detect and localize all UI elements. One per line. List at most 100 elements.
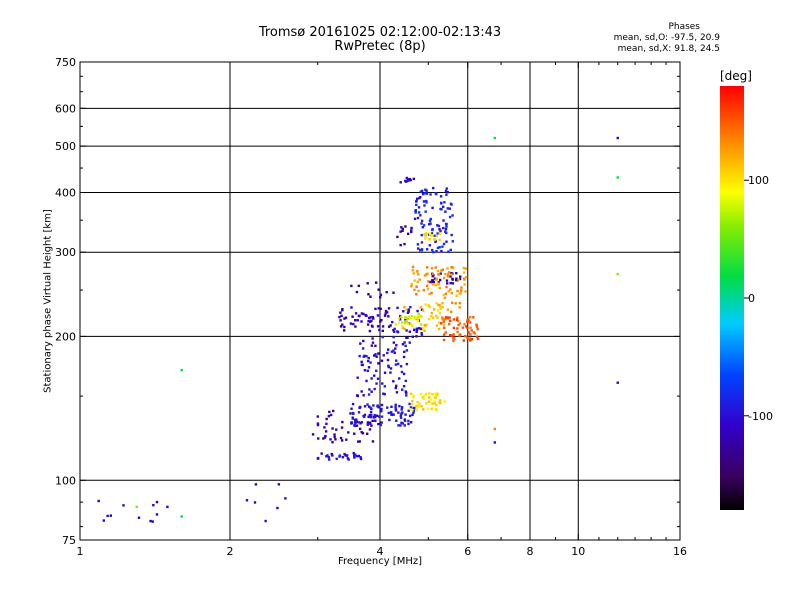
data-point: [463, 323, 466, 326]
data-point: [368, 316, 371, 320]
data-point: [458, 334, 461, 337]
data-point: [376, 325, 380, 328]
data-point: [399, 230, 402, 233]
data-point: [450, 271, 453, 275]
data-point: [338, 454, 342, 457]
data-point: [386, 406, 389, 409]
data-point: [370, 319, 373, 323]
data-point: [376, 404, 379, 407]
data-point: [370, 377, 373, 380]
data-point: [151, 520, 154, 523]
data-point: [341, 323, 344, 326]
data-point: [380, 359, 384, 362]
data-point: [426, 272, 429, 275]
data-point: [443, 296, 447, 300]
data-point: [447, 290, 450, 293]
data-point: [327, 458, 331, 461]
data-point: [439, 195, 443, 198]
data-point: [373, 413, 376, 417]
data-point: [440, 249, 443, 253]
data-point: [393, 351, 396, 355]
data-point: [394, 347, 397, 350]
data-point: [444, 272, 447, 276]
data-point: [155, 513, 159, 516]
data-point: [357, 421, 360, 424]
data-point: [412, 272, 415, 275]
data-point: [431, 282, 435, 286]
data-point: [476, 337, 480, 341]
data-point: [370, 324, 374, 327]
data-point: [410, 229, 413, 232]
data-point: [442, 293, 445, 297]
data-point: [435, 234, 438, 238]
data-point: [330, 452, 334, 456]
data-point: [387, 307, 391, 310]
data-point: [408, 341, 411, 344]
data-point: [436, 232, 439, 235]
data-point: [434, 396, 438, 399]
data-point: [328, 410, 331, 414]
data-point: [408, 414, 412, 418]
data-point: [358, 314, 361, 318]
data-point: [468, 315, 472, 319]
data-point: [373, 387, 376, 391]
data-point: [437, 273, 440, 276]
data-point: [435, 278, 438, 281]
data-point: [444, 318, 447, 321]
data-point: [421, 226, 425, 229]
data-point: [430, 312, 433, 315]
data-point: [411, 335, 415, 338]
data-point: [467, 331, 470, 334]
data-point: [416, 405, 420, 408]
data-point: [436, 224, 439, 227]
data-point: [467, 320, 471, 323]
data-point: [420, 222, 423, 225]
data-point: [415, 293, 418, 296]
data-point: [400, 226, 403, 229]
data-point: [369, 361, 372, 364]
data-point: [180, 368, 183, 372]
data-point: [410, 230, 413, 234]
data-point: [422, 192, 425, 195]
data-point: [406, 232, 410, 236]
data-point: [408, 315, 411, 319]
data-point: [444, 316, 448, 319]
data-point: [333, 433, 336, 436]
chart-subtitle: RwPretec (8p): [334, 39, 426, 54]
data-point: [367, 356, 370, 360]
data-point: [357, 454, 361, 458]
data-point: [359, 342, 362, 345]
data-point: [407, 422, 410, 426]
data-point: [372, 404, 375, 407]
data-point: [374, 353, 377, 356]
data-point: [458, 322, 462, 325]
data-point: [438, 245, 441, 249]
data-point: [380, 407, 383, 411]
data-point: [386, 351, 389, 355]
data-point: [438, 238, 441, 242]
data-point: [316, 423, 320, 427]
data-point: [384, 309, 388, 313]
data-point: [383, 371, 387, 374]
data-point: [466, 336, 469, 339]
data-point: [428, 280, 432, 284]
data-point: [435, 393, 438, 397]
x-tick-label: 1: [77, 545, 84, 558]
data-point: [408, 402, 411, 406]
data-point: [322, 437, 325, 440]
data-point: [428, 244, 432, 247]
data-point: [327, 414, 331, 418]
colorbar-ticks: 100 0 -100: [744, 174, 773, 423]
data-point: [450, 291, 454, 295]
data-point: [166, 505, 169, 509]
data-point: [360, 320, 363, 323]
data-point: [334, 438, 337, 441]
data-point: [396, 306, 399, 310]
data-point: [339, 325, 343, 328]
data-point: [423, 274, 427, 277]
data-point: [394, 363, 398, 366]
data-point: [404, 379, 408, 383]
data-point: [395, 419, 398, 422]
data-point: [368, 414, 371, 417]
data-point: [389, 371, 392, 374]
